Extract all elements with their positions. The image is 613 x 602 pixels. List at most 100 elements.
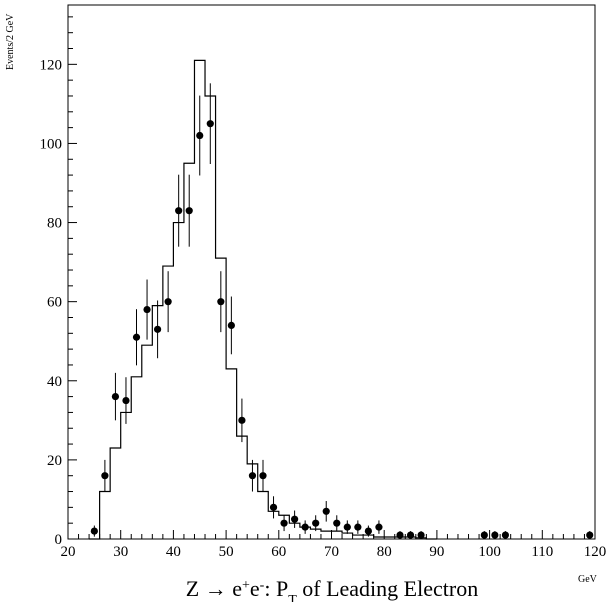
data-marker [227,321,235,329]
x-tick-label: 80 [377,544,392,560]
y-axis-label: Events/2 GeV [5,13,16,70]
data-point [312,515,320,532]
title-prefix: Z → e [186,576,242,601]
data-point [375,520,383,534]
data-point [164,271,172,333]
data-marker [196,131,204,140]
data-marker [259,472,267,480]
title-sub-t: T [288,593,297,602]
data-marker [164,298,172,306]
data-marker [248,472,257,480]
data-marker [122,396,130,405]
data-marker [343,523,351,531]
data-marker [312,519,320,527]
data-point [480,531,488,539]
plot-frame [67,4,596,540]
y-tick-label: 40 [47,374,62,390]
data-marker [111,393,120,401]
data-marker [480,531,488,539]
data-point [185,174,193,247]
y-tick-label: 60 [47,295,62,311]
data-marker [175,207,183,215]
data-point [248,459,257,492]
data-point [322,501,330,522]
data-marker [406,531,415,539]
data-marker [206,120,214,128]
y-tick-label: 0 [55,532,63,548]
data-marker [375,523,383,531]
data-marker [143,305,151,314]
data-marker [364,527,372,535]
data-point [301,520,309,534]
y-tick-label: 120 [40,57,63,73]
y-tick-label: 100 [40,136,63,152]
data-marker [269,503,278,511]
data-marker [291,515,299,523]
title-sup-plus: + [242,578,250,593]
data-point [491,531,499,539]
data-point [269,496,278,519]
title-p: : P [264,576,288,601]
data-point [132,309,141,366]
histogram-step-line [89,59,437,540]
data-point [343,520,351,534]
data-marker [501,531,510,539]
data-marker [101,472,109,480]
data-point [101,459,109,492]
data-point [396,531,404,539]
data-marker [491,531,499,539]
data-point [111,372,120,421]
data-point [143,279,151,340]
y-tick-label: 20 [47,453,62,469]
title-sup-minus: - [260,578,265,593]
data-marker [90,527,98,535]
data-point [227,296,235,355]
data-points-series [90,83,594,539]
data-point [280,515,288,532]
x-tick-label: 20 [61,544,76,560]
x-tick-label: 110 [531,544,553,560]
data-point [196,95,204,176]
data-point [406,531,415,539]
x-tick-label: 60 [271,544,286,560]
data-marker [354,523,362,531]
data-point [153,300,162,359]
data-point [586,531,594,539]
data-point [217,271,225,333]
data-point [238,398,246,443]
data-marker [417,531,425,539]
y-axis-ticks: 0 20 40 60 80 100 120 [40,16,77,548]
x-tick-label: 70 [324,544,339,560]
data-marker [132,333,141,341]
data-point [90,525,98,537]
x-tick-label: 50 [219,544,234,560]
x-tick-label: 40 [166,544,181,560]
histogram-series [89,59,437,540]
data-point [206,83,214,165]
data-point [501,531,510,539]
data-marker [280,519,288,527]
data-point [259,459,267,492]
data-point [417,531,425,539]
data-marker [153,325,162,333]
x-axis-ticks: 20 30 40 50 60 70 80 90 100 110 120 [61,530,607,560]
data-marker [238,416,246,424]
data-point [291,510,299,528]
y-tick-label: 80 [47,216,62,232]
data-point [364,525,372,537]
chart-title: Z → e+e-: PT of Leading Electron [186,576,478,602]
x-tick-label: 30 [113,544,128,560]
data-marker [322,507,330,515]
data-marker [333,519,341,527]
data-point [354,520,362,534]
data-point [175,174,183,247]
data-point [122,377,130,424]
x-tick-label: 120 [584,544,607,560]
title-e: e [250,576,260,601]
x-axis-unit-label: GeV [578,574,598,585]
data-marker [396,531,404,539]
data-point [333,515,341,532]
x-tick-label: 90 [429,544,444,560]
data-marker [217,298,225,306]
